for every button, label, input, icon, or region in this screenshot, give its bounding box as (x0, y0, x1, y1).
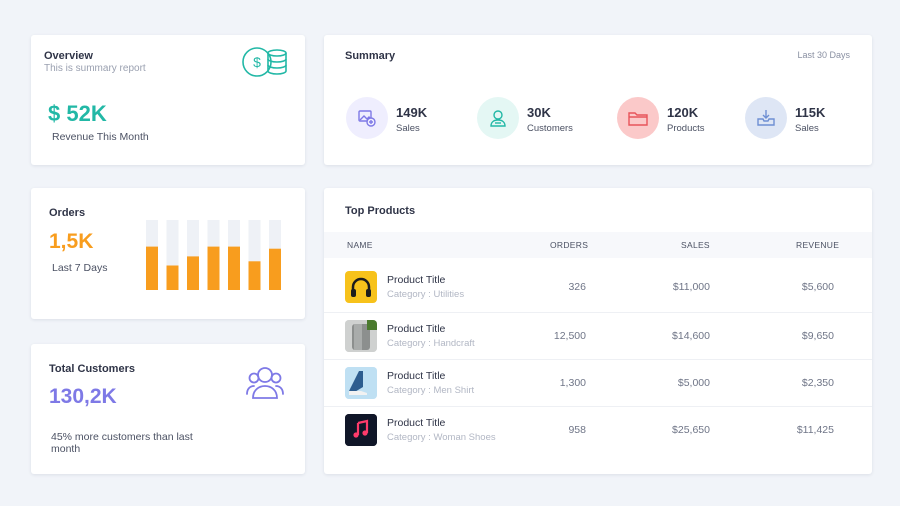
revenue-cell: $2,350 (801, 377, 834, 389)
product-category: Category : Utilities (387, 289, 465, 300)
orders-bar (187, 256, 199, 290)
revenue-cell: $11,425 (796, 424, 834, 436)
users-icon (246, 367, 284, 399)
overview-subtitle: This is summary report (44, 63, 146, 74)
stat-value: 30K (527, 105, 551, 120)
orders-bar-chart (146, 220, 281, 290)
column-header-revenue[interactable]: REVENUE (796, 240, 840, 250)
headphones-image (345, 271, 377, 303)
customers-value: 130,2K (49, 385, 117, 408)
column-header-name[interactable]: NAME (347, 240, 373, 250)
inbox-download-icon (745, 97, 787, 139)
stat-value: 149K (396, 105, 428, 120)
product-name[interactable]: Product Title (387, 370, 446, 382)
orders-value: 1,5K (49, 230, 94, 253)
orders-bar (207, 246, 220, 290)
revenue-cell: $9,650 (801, 330, 834, 342)
svg-text:$: $ (253, 54, 261, 70)
orders-bar (166, 265, 179, 290)
orders-cell: 958 (568, 424, 586, 436)
shoe-image (345, 367, 377, 399)
user-icon (477, 97, 519, 139)
column-header-sales[interactable]: SALES (681, 240, 710, 250)
revenue-label: Revenue This Month (52, 131, 149, 143)
product-category: Category : Handcraft (387, 338, 475, 349)
revenue-cell: $5,600 (801, 281, 834, 293)
stat-label: Sales (795, 123, 819, 134)
overview-title: Overview (44, 50, 93, 62)
sales-cell: $5,000 (677, 377, 710, 389)
customers-title: Total Customers (49, 363, 135, 375)
orders-title: Orders (49, 207, 86, 219)
stat-value: 115K (795, 105, 826, 120)
table-row[interactable]: Product Title Category : Handcraft 12,50… (324, 312, 872, 359)
date-range-label[interactable]: Last 30 Days (797, 50, 850, 60)
orders-bar (146, 246, 158, 290)
overview-card: Overview This is summary report $ $ 52K … (31, 35, 305, 165)
product-name[interactable]: Product Title (387, 417, 446, 429)
sales-cell: $11,000 (672, 281, 710, 293)
product-name[interactable]: Product Title (387, 323, 446, 335)
orders-cell: 12,500 (553, 330, 586, 342)
image-add-icon (346, 97, 388, 139)
table-header: NAME ORDERS SALES REVENUE (324, 232, 872, 258)
table-row[interactable]: Product Title Category : Utilities 326 $… (324, 264, 872, 311)
music-app-image (345, 414, 377, 446)
table-row[interactable]: Product Title Category : Woman Shoes 958… (324, 406, 872, 453)
orders-bar (228, 246, 240, 290)
stat-label: Products (667, 123, 705, 134)
orders-bar (269, 248, 281, 290)
summary-card: Summary Last 30 Days 149K Sales 30K Cust… (324, 35, 872, 165)
top-products-title: Top Products (345, 205, 416, 217)
customers-label: 45% more customers than last month (51, 431, 193, 455)
summary-title: Summary (345, 50, 396, 62)
orders-cell: 1,300 (559, 377, 586, 389)
folder-icon (617, 97, 659, 139)
customers-card: Total Customers 130,2K 45% more customer… (31, 344, 305, 474)
table-row[interactable]: Product Title Category : Men Shirt 1,300… (324, 359, 872, 406)
sales-cell: $25,650 (672, 424, 710, 436)
orders-card: Orders 1,5K Last 7 Days (31, 188, 305, 319)
stat-label: Sales (396, 123, 420, 134)
stat-label: Customers (527, 123, 573, 134)
orders-cell: 326 (568, 281, 586, 293)
product-category: Category : Men Shirt (387, 385, 475, 396)
column-header-orders[interactable]: ORDERS (550, 240, 589, 250)
product-name[interactable]: Product Title (387, 274, 446, 286)
product-category: Category : Woman Shoes (387, 432, 496, 443)
speaker-image (345, 320, 377, 352)
sales-cell: $14,600 (672, 330, 710, 342)
coins-icon: $ (242, 47, 287, 77)
revenue-value: $ 52K (48, 101, 107, 126)
top-products-card: Top Products NAME ORDERS SALES REVENUE P… (324, 188, 872, 474)
orders-bar (248, 261, 261, 290)
orders-label: Last 7 Days (52, 262, 108, 274)
stat-value: 120K (667, 105, 699, 120)
